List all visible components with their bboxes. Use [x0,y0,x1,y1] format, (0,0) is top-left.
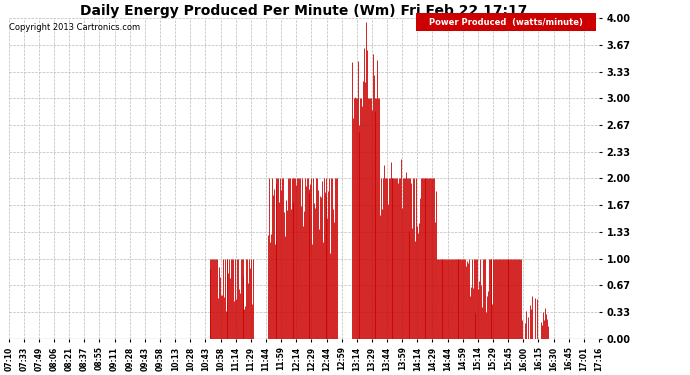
Text: Copyright 2013 Cartronics.com: Copyright 2013 Cartronics.com [9,23,140,32]
FancyBboxPatch shape [416,13,596,31]
Title: Daily Energy Produced Per Minute (Wm) Fri Feb 22 17:17: Daily Energy Produced Per Minute (Wm) Fr… [80,4,528,18]
Text: Power Produced  (watts/minute): Power Produced (watts/minute) [429,18,583,27]
